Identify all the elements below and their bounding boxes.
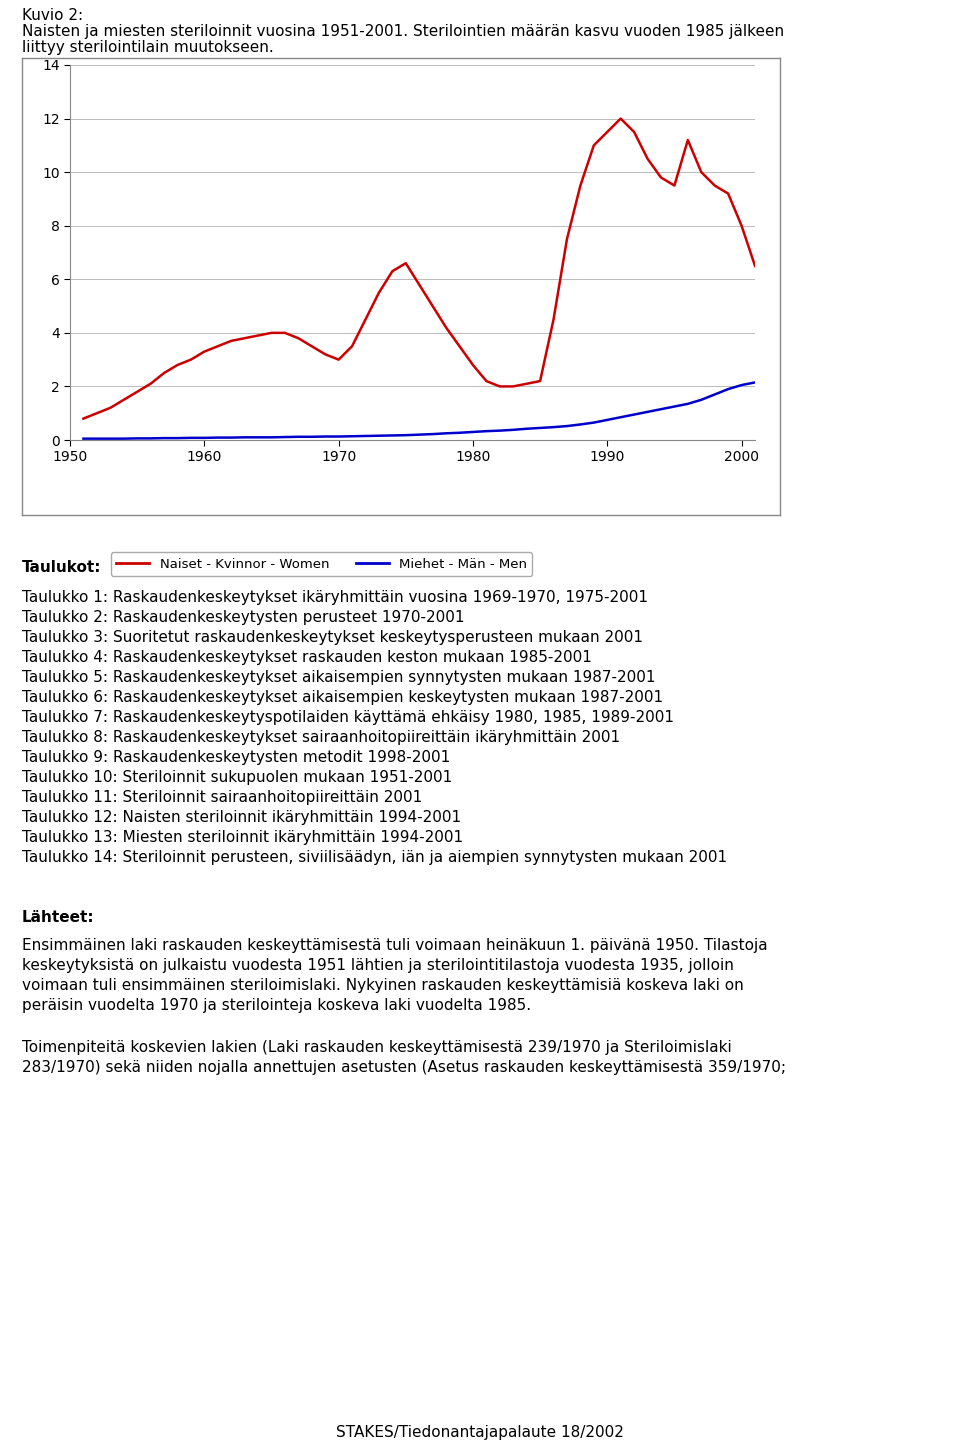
Text: Taulukko 12: Naisten steriloinnit ikäryhmittäin 1994-2001: Taulukko 12: Naisten steriloinnit ikäryh… (22, 810, 461, 826)
Text: peräisin vuodelta 1970 ja sterilointeja koskeva laki vuodelta 1985.: peräisin vuodelta 1970 ja sterilointeja … (22, 998, 531, 1014)
Text: voimaan tuli ensimmäinen steriloimislaki. Nykyinen raskauden keskeyttämisiä kosk: voimaan tuli ensimmäinen steriloimislaki… (22, 977, 744, 993)
Text: Naisten ja miesten steriloinnit vuosina 1951-2001. Sterilointien määrän kasvu vu: Naisten ja miesten steriloinnit vuosina … (22, 25, 784, 39)
Text: Taulukko 11: Steriloinnit sairaanhoitopiireittäin 2001: Taulukko 11: Steriloinnit sairaanhoitopi… (22, 790, 422, 805)
Text: Taulukko 1: Raskaudenkeskeytykset ikäryhmittäin vuosina 1969-1970, 1975-2001: Taulukko 1: Raskaudenkeskeytykset ikäryh… (22, 590, 648, 604)
Text: Taulukot:: Taulukot: (22, 560, 102, 576)
Text: Taulukko 14: Steriloinnit perusteen, siviilisäädyn, iän ja aiempien synnytysten : Taulukko 14: Steriloinnit perusteen, siv… (22, 850, 727, 865)
Text: Taulukko 3: Suoritetut raskaudenkeskeytykset keskeytysperusteen mukaan 2001: Taulukko 3: Suoritetut raskaudenkeskeyty… (22, 630, 643, 645)
Text: Ensimmäinen laki raskauden keskeyttämisestä tuli voimaan heinäkuun 1. päivänä 19: Ensimmäinen laki raskauden keskeyttämise… (22, 938, 768, 953)
Text: Toimenpiteitä koskevien lakien (Laki raskauden keskeyttämisestä 239/1970 ja Ster: Toimenpiteitä koskevien lakien (Laki ras… (22, 1040, 732, 1056)
Text: Taulukko 6: Raskaudenkeskeytykset aikaisempien keskeytysten mukaan 1987-2001: Taulukko 6: Raskaudenkeskeytykset aikais… (22, 690, 663, 706)
Text: Taulukko 7: Raskaudenkeskeytyspotilaiden käyttämä ehkäisy 1980, 1985, 1989-2001: Taulukko 7: Raskaudenkeskeytyspotilaiden… (22, 710, 674, 724)
Text: Taulukko 5: Raskaudenkeskeytykset aikaisempien synnytysten mukaan 1987-2001: Taulukko 5: Raskaudenkeskeytykset aikais… (22, 669, 656, 685)
Legend: Naiset - Kvinnor - Women, Miehet - Män - Men: Naiset - Kvinnor - Women, Miehet - Män -… (110, 552, 533, 576)
Text: Lähteet:: Lähteet: (22, 910, 95, 925)
Text: Taulukko 2: Raskaudenkeskeytysten perusteet 1970-2001: Taulukko 2: Raskaudenkeskeytysten perust… (22, 610, 465, 625)
Text: Taulukko 13: Miesten steriloinnit ikäryhmittäin 1994-2001: Taulukko 13: Miesten steriloinnit ikäryh… (22, 830, 463, 844)
Text: STAKES/Tiedonantajapalaute 18/2002: STAKES/Tiedonantajapalaute 18/2002 (336, 1424, 624, 1440)
Text: keskeytyksistä on julkaistu vuodesta 1951 lähtien ja sterilointitilastoja vuodes: keskeytyksistä on julkaistu vuodesta 195… (22, 959, 733, 973)
Text: Kuvio 2:: Kuvio 2: (22, 9, 84, 23)
Text: Taulukko 4: Raskaudenkeskeytykset raskauden keston mukaan 1985-2001: Taulukko 4: Raskaudenkeskeytykset raskau… (22, 651, 592, 665)
Text: Taulukko 9: Raskaudenkeskeytysten metodit 1998-2001: Taulukko 9: Raskaudenkeskeytysten metodi… (22, 750, 450, 765)
Text: liittyy sterilointilain muutokseen.: liittyy sterilointilain muutokseen. (22, 40, 274, 55)
Text: Taulukko 8: Raskaudenkeskeytykset sairaanhoitopiireittäin ikäryhmittäin 2001: Taulukko 8: Raskaudenkeskeytykset sairaa… (22, 730, 620, 745)
Text: Taulukko 10: Steriloinnit sukupuolen mukaan 1951-2001: Taulukko 10: Steriloinnit sukupuolen muk… (22, 771, 452, 785)
Text: 283/1970) sekä niiden nojalla annettujen asetusten (Asetus raskauden keskeyttämi: 283/1970) sekä niiden nojalla annettujen… (22, 1060, 786, 1074)
